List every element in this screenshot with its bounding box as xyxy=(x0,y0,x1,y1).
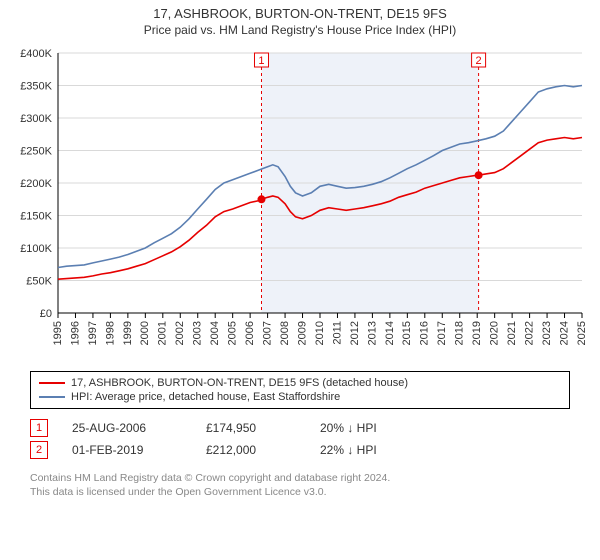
svg-text:2018: 2018 xyxy=(454,321,466,345)
legend-label: 17, ASHBROOK, BURTON-ON-TRENT, DE15 9FS … xyxy=(71,377,408,389)
svg-text:1999: 1999 xyxy=(122,321,134,345)
sale-date: 25-AUG-2006 xyxy=(72,421,182,435)
svg-text:2008: 2008 xyxy=(279,321,291,345)
svg-text:2016: 2016 xyxy=(419,321,431,345)
svg-text:1997: 1997 xyxy=(87,321,99,345)
price-chart: £0 £50K £100K £150K £200K £250K £300K £350K £400… xyxy=(10,45,590,365)
sale-badge: 1 xyxy=(30,419,48,437)
svg-text:1996: 1996 xyxy=(69,321,81,345)
legend: 17, ASHBROOK, BURTON-ON-TRENT, DE15 9FS … xyxy=(30,371,570,409)
svg-text:£150K: £150K xyxy=(20,211,52,223)
svg-text:£200K: £200K xyxy=(20,178,52,190)
svg-text:£300K: £300K xyxy=(20,113,52,125)
footer-line: Contains HM Land Registry data © Crown c… xyxy=(30,471,570,485)
svg-text:2022: 2022 xyxy=(524,321,536,345)
sale-delta: 22% ↓ HPI xyxy=(320,443,377,457)
svg-text:2007: 2007 xyxy=(262,321,274,345)
svg-text:2005: 2005 xyxy=(227,321,239,345)
svg-text:2004: 2004 xyxy=(209,321,221,345)
legend-swatch xyxy=(39,382,65,384)
svg-text:2010: 2010 xyxy=(314,321,326,345)
svg-text:2015: 2015 xyxy=(401,321,413,345)
svg-text:2025: 2025 xyxy=(576,321,588,345)
svg-text:£50K: £50K xyxy=(26,276,52,288)
page-subtitle: Price paid vs. HM Land Registry's House … xyxy=(0,23,600,37)
legend-swatch xyxy=(39,396,65,398)
legend-label: HPI: Average price, detached house, East… xyxy=(71,391,340,403)
svg-text:1995: 1995 xyxy=(52,321,64,345)
svg-text:2017: 2017 xyxy=(436,321,448,345)
svg-text:2020: 2020 xyxy=(489,321,501,345)
svg-text:£250K: £250K xyxy=(20,146,52,158)
svg-text:2011: 2011 xyxy=(331,321,343,345)
sale-badge: 2 xyxy=(30,441,48,459)
svg-text:2012: 2012 xyxy=(349,321,361,345)
sale-delta: 20% ↓ HPI xyxy=(320,421,377,435)
svg-text:2002: 2002 xyxy=(174,321,186,345)
svg-text:£400K: £400K xyxy=(20,48,52,60)
svg-text:1998: 1998 xyxy=(104,321,116,345)
footer: Contains HM Land Registry data © Crown c… xyxy=(30,471,570,499)
footer-line: This data is licensed under the Open Gov… xyxy=(30,485,570,499)
sale-price: £174,950 xyxy=(206,421,296,435)
svg-text:2: 2 xyxy=(476,55,482,67)
sale-date: 01-FEB-2019 xyxy=(72,443,182,457)
sale-price: £212,000 xyxy=(206,443,296,457)
svg-text:2000: 2000 xyxy=(139,321,151,345)
svg-text:£0: £0 xyxy=(40,308,52,320)
svg-text:£350K: £350K xyxy=(20,81,52,93)
svg-text:2023: 2023 xyxy=(541,321,553,345)
svg-text:2006: 2006 xyxy=(244,321,256,345)
table-row: 1 25-AUG-2006 £174,950 20% ↓ HPI xyxy=(30,417,570,439)
legend-item: 17, ASHBROOK, BURTON-ON-TRENT, DE15 9FS … xyxy=(39,376,561,390)
page-title: 17, ASHBROOK, BURTON-ON-TRENT, DE15 9FS xyxy=(0,6,600,21)
svg-text:1: 1 xyxy=(258,55,264,67)
svg-text:2013: 2013 xyxy=(366,321,378,345)
svg-text:2024: 2024 xyxy=(558,321,570,345)
svg-text:£100K: £100K xyxy=(20,243,52,255)
svg-text:2003: 2003 xyxy=(192,321,204,345)
table-row: 2 01-FEB-2019 £212,000 22% ↓ HPI xyxy=(30,439,570,461)
svg-text:2014: 2014 xyxy=(384,321,396,345)
svg-text:2021: 2021 xyxy=(506,321,518,345)
svg-text:2019: 2019 xyxy=(471,321,483,345)
sales-table: 1 25-AUG-2006 £174,950 20% ↓ HPI 2 01-FE… xyxy=(30,417,570,461)
svg-text:2001: 2001 xyxy=(157,321,169,345)
legend-item: HPI: Average price, detached house, East… xyxy=(39,390,561,404)
svg-text:2009: 2009 xyxy=(296,321,308,345)
